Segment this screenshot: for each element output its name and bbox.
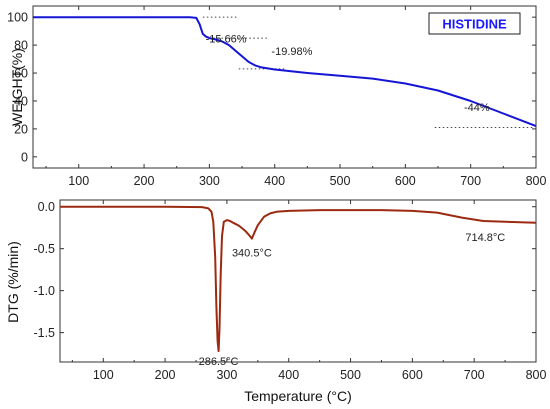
legend-frame [428, 12, 521, 35]
x-tick-label: 800 [526, 368, 547, 382]
annotation-label: -19.98% [271, 46, 312, 58]
annotation-label: 714.8°C [465, 232, 505, 244]
y-tick-label: -1.0 [33, 284, 55, 298]
x-tick-label: 400 [264, 174, 285, 188]
tga-annotations: -15.66% -19.98% -44% [206, 34, 490, 114]
y-tick-label: -0.5 [33, 242, 55, 256]
tga-ticks: 100 200 300 400 500 600 700 800 0 20 40 60 80 100 [7, 6, 546, 188]
series-line [33, 16, 537, 128]
tga-reference-lines [202, 16, 533, 128]
x-tick-label: 700 [460, 174, 481, 188]
legend-box: HISTIDINE [428, 12, 521, 35]
dtg-y-axis-title: DTG (%/min) [5, 241, 21, 323]
y-tick-label: 0 [21, 150, 28, 164]
x-tick-label: 200 [134, 174, 155, 188]
x-tick-label: 100 [93, 368, 114, 382]
annotation-label: -44% [464, 102, 490, 114]
dtg-panel: 100 200 300 400 500 600 700 8000.0-0.5-1.0-1.5 … [5, 199, 546, 404]
dtg-plot-frame [59, 199, 537, 363]
x-tick-label: 400 [278, 368, 299, 382]
dtg-ticks: 100 200 300 400 500 600 700 800 0.0 -0.5 -1.0 -1.5 [33, 200, 546, 382]
y-tick-label: 100 [7, 11, 28, 25]
legend-label: HISTIDINE [442, 17, 507, 32]
annotation-label: -15.66% [206, 34, 247, 46]
annotation-label: 340.5°C [232, 248, 272, 260]
x-tick-label: 500 [330, 174, 351, 188]
x-tick-label: 100 [68, 174, 89, 188]
tga-panel: 100 200 300 400 500 600 700 800 0 20 40 60 80 100 -15… [7, 5, 546, 188]
dtg-x-axis-title: Temperature (°C) [244, 388, 352, 404]
y-tick-label: 0.0 [38, 200, 55, 214]
dtg-series [60, 205, 537, 353]
annotation-label: 286.5°C [199, 356, 239, 368]
series-line [60, 205, 537, 353]
dtg-annotations: 286.5°C 340.5°C 714.8°C [199, 232, 506, 368]
x-tick-label: 200 [155, 368, 176, 382]
tga-y-axis-title: WEIGHT(%) [9, 48, 25, 126]
y-tick-label: 80 [14, 39, 28, 53]
y-tick-label: 60 [14, 67, 28, 81]
y-tick-label: 40 [14, 94, 28, 108]
x-tick-label: 300 [199, 174, 220, 188]
x-tick-label: 300 [216, 368, 237, 382]
x-tick-label: 600 [395, 174, 416, 188]
tga-series [33, 16, 537, 128]
x-tick-label: 800 [526, 174, 547, 188]
y-tick-label: -1.5 [33, 326, 55, 340]
x-tick-label: 600 [402, 368, 423, 382]
y-tick-label: 20 [14, 122, 28, 136]
x-tick-label: 500 [340, 368, 361, 382]
x-tick-label: 700 [464, 368, 485, 382]
